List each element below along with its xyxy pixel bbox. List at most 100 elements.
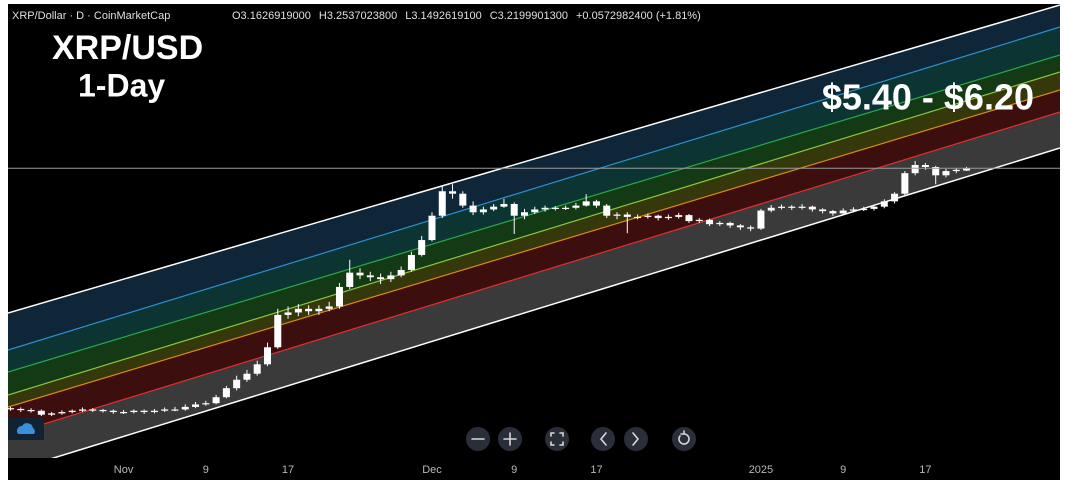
candle-body — [798, 206, 806, 208]
candle-body — [706, 219, 714, 225]
candle-body — [531, 209, 539, 213]
candle-body — [8, 408, 14, 410]
candle-body — [860, 208, 868, 211]
candles — [8, 161, 1060, 417]
candle-body — [325, 306, 333, 309]
ohlc-value: H3.2537023800 — [319, 10, 397, 22]
candle-body — [778, 206, 785, 208]
candle-body — [346, 272, 354, 287]
candle-body — [829, 211, 837, 214]
candle-body — [521, 212, 528, 216]
ohlc-value: C3.2199901300 — [490, 10, 568, 22]
x-tick-label: Nov — [114, 464, 134, 476]
candle-body — [48, 413, 56, 415]
candle-body — [212, 397, 220, 404]
candle-body — [264, 347, 271, 365]
candle-body — [181, 406, 189, 410]
candle-body — [788, 206, 796, 208]
candle-body — [68, 410, 76, 413]
candle-body — [490, 206, 498, 210]
candle-body — [27, 409, 35, 412]
band — [8, 27, 1060, 372]
candle-body — [150, 410, 158, 413]
candle-body — [767, 207, 775, 211]
candle-body — [870, 206, 878, 209]
candle-body — [572, 205, 580, 208]
chart-title: XRP/USD — [52, 29, 203, 67]
candle-body — [726, 222, 734, 226]
candle-body — [623, 214, 631, 217]
fullscreen-button[interactable] — [545, 427, 569, 451]
channel-line — [8, 26, 1060, 351]
candle-body — [366, 275, 374, 278]
candle-body — [407, 254, 415, 270]
candle-body — [963, 168, 971, 171]
candle-body — [17, 408, 25, 411]
candle-body — [418, 240, 426, 255]
candle-body — [891, 193, 899, 202]
symbol: XRP/Dollar · D · CoinMarketCap — [12, 10, 170, 22]
candle-body — [78, 409, 86, 411]
candle-body — [716, 222, 724, 225]
channel-line — [8, 4, 1060, 314]
candle-body — [747, 227, 755, 229]
candle-body — [582, 201, 590, 206]
x-tick-label: 9 — [203, 464, 209, 476]
candle-body — [449, 191, 457, 194]
scroll-right-button[interactable] — [624, 427, 648, 451]
candle-body — [192, 404, 200, 407]
annotation: $5.40 - $6.20 — [822, 77, 1034, 118]
x-tick-label: 9 — [840, 464, 846, 476]
x-tick-label: 2025 — [749, 464, 773, 476]
candle-body — [551, 207, 559, 209]
candle-body — [120, 412, 128, 414]
candle-body — [880, 201, 888, 207]
candle-body — [479, 209, 487, 213]
candle-body — [305, 308, 313, 312]
candle-body — [377, 277, 385, 280]
candle-body — [736, 225, 744, 228]
ohlc-legend: O3.1626919000 H3.2537023800 L3.1492619100 C… — [232, 10, 701, 22]
x-tick-label: 17 — [919, 464, 931, 476]
band — [8, 5, 1060, 350]
channel-line — [8, 54, 1060, 373]
x-tick-label: 9 — [511, 464, 517, 476]
candle-body — [140, 410, 148, 413]
toolbar[interactable] — [466, 427, 696, 451]
x-tick-label: 17 — [590, 464, 602, 476]
candle-body — [911, 164, 919, 174]
candle-body — [233, 379, 241, 389]
candle-body — [315, 308, 323, 312]
scroll-left-button[interactable] — [591, 427, 615, 451]
candle-body — [808, 206, 816, 210]
candle-body — [819, 209, 827, 212]
candle-body — [634, 216, 642, 219]
candle-body — [603, 205, 611, 216]
candle-body — [469, 205, 477, 213]
candle-body — [664, 216, 672, 219]
candle-body — [243, 373, 251, 380]
channel-line — [8, 89, 1060, 408]
candle-body — [685, 215, 693, 222]
channel-line — [8, 111, 1060, 436]
candle-body — [839, 210, 847, 214]
candle-body — [335, 286, 343, 307]
candle-body — [932, 166, 940, 176]
candle-body — [849, 209, 857, 211]
candle-body — [459, 193, 467, 206]
candle-body — [222, 388, 230, 398]
candle-body — [202, 403, 210, 405]
candle-body — [695, 219, 703, 222]
candle-body — [274, 314, 282, 348]
candle-body — [171, 409, 179, 411]
candle-body — [901, 173, 909, 194]
reset-button[interactable] — [672, 427, 696, 451]
candle-body — [161, 409, 169, 411]
candle-body — [397, 269, 405, 276]
candle-body — [438, 191, 446, 216]
candle-body — [500, 203, 508, 207]
ohlc-value: O3.1626919000 — [232, 10, 311, 22]
regression-channel — [8, 4, 1060, 458]
candle-body — [428, 215, 436, 241]
